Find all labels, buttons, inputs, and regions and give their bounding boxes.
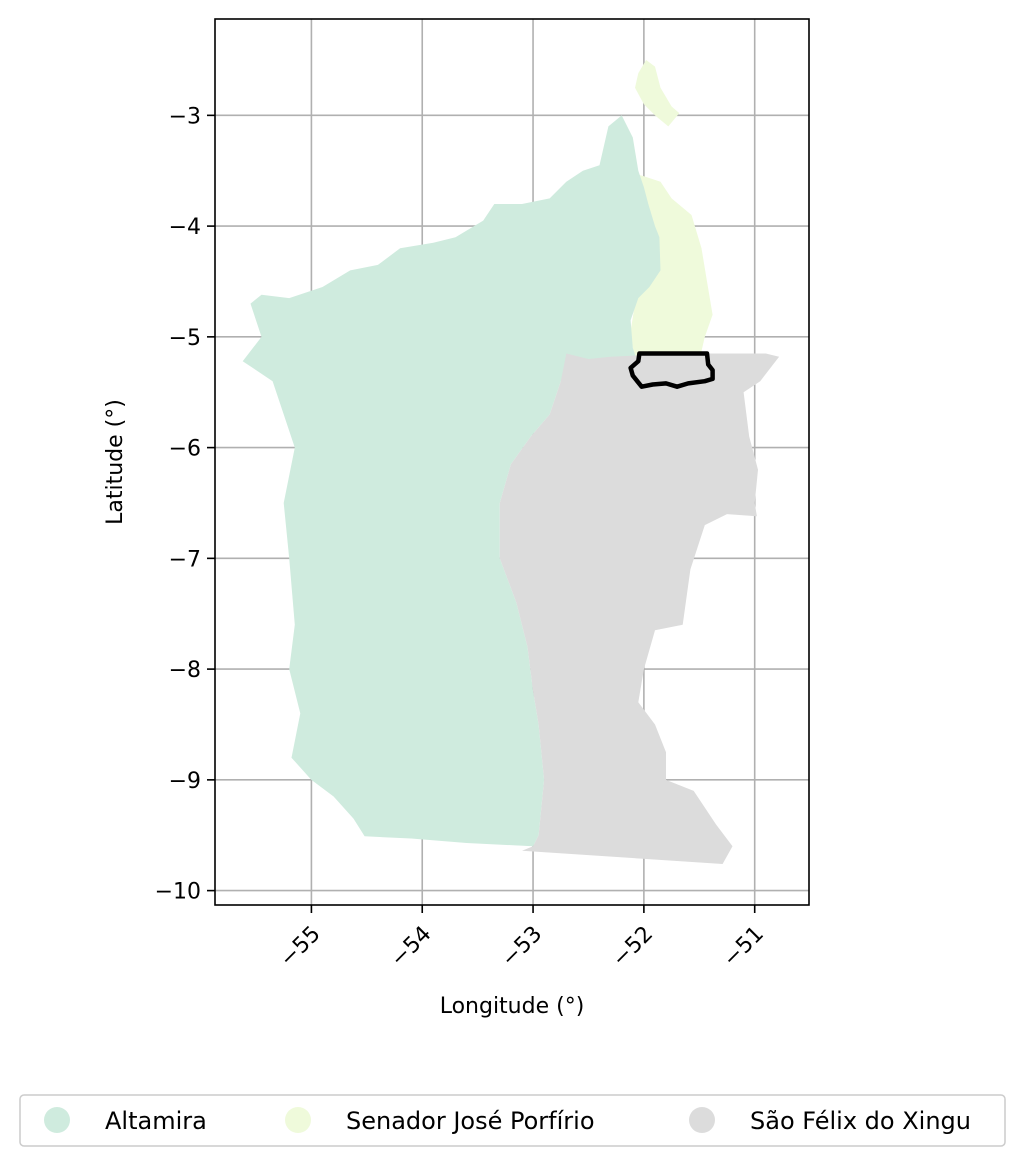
x-tick-label: −52 [608,922,659,973]
y-tick-label: −6 [169,437,201,462]
y-tick-label: −5 [169,326,201,351]
legend-label-sao-felix-do-xingu: São Félix do Xingu [750,1107,971,1135]
x-tick-label: −55 [275,922,326,973]
highlight-boundary [628,351,715,389]
highlight-layer [628,351,715,389]
legend: Altamira Senador José Porfírio São Félix… [19,1094,1006,1147]
y-tick-label: −9 [169,769,201,794]
y-axis-title: Latitude (°) [103,399,128,525]
region-sao-felix-do-xingu [499,353,780,864]
x-tick-label: −53 [497,922,548,973]
axes-frame [214,18,810,906]
y-tick-label: −10 [155,880,201,905]
legend-marker-altamira [44,1107,70,1133]
legend-marker-senador-jose-porfirio [285,1107,311,1133]
region-altamira [242,115,661,847]
x-axis-title: Longitude (°) [440,994,585,1019]
legend-marker-sao-felix-do-xingu [689,1107,715,1133]
region-layer [242,60,780,864]
legend-frame [19,1094,1006,1147]
legend-label-altamira: Altamira [105,1107,207,1135]
x-tick-label: −51 [718,922,769,973]
y-tick-label: −4 [169,215,201,240]
y-tick-label: −8 [169,658,201,683]
legend-label-senador-jose-porfirio: Senador José Porfírio [346,1107,595,1135]
y-tick-label: −7 [169,547,201,572]
y-tick-label: −3 [169,104,201,129]
region-senador-jose-porfirio [635,60,680,127]
x-tick-label: −54 [386,922,437,973]
